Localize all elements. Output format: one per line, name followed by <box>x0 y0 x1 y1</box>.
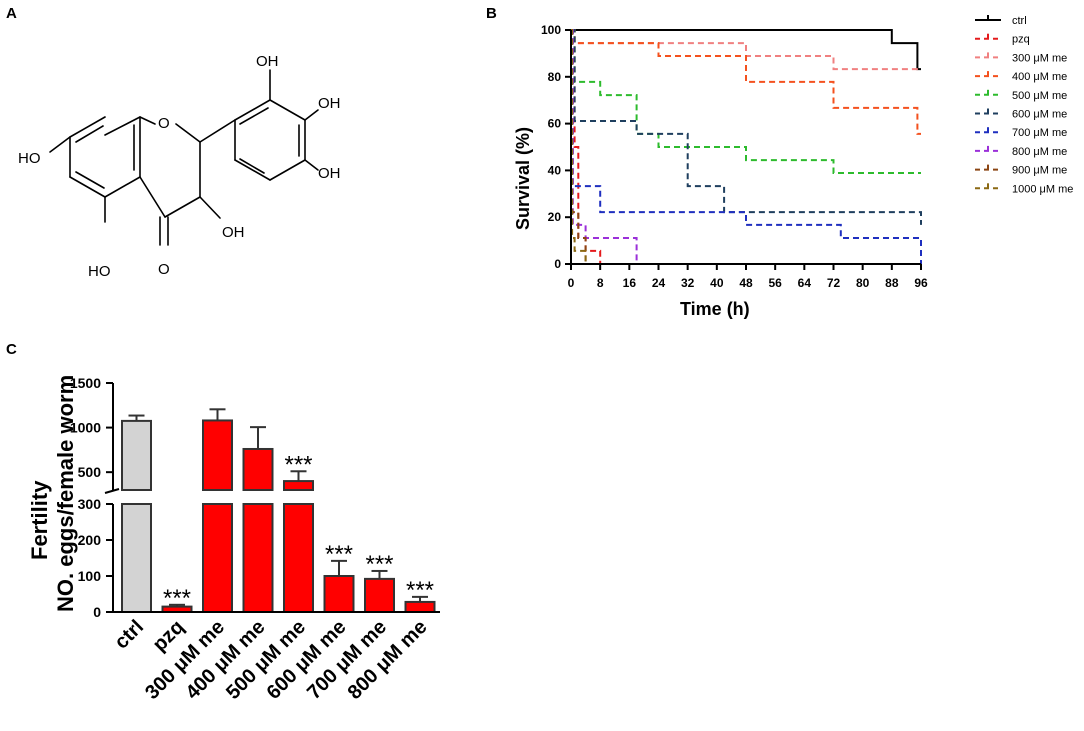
fertility-y-tick-label: 1500 <box>70 375 101 391</box>
category-label-ctrl: ctrl <box>110 616 148 654</box>
fertility-y-axis-title-line1: Fertility <box>27 480 52 560</box>
legend-label-1000-um-me: 1000 μM me <box>1012 183 1073 195</box>
axis-break-mark <box>104 488 120 494</box>
significance-800-um-me: *** <box>406 577 434 604</box>
survival-x-tick-label: 80 <box>856 276 870 290</box>
survival-series-500-um-me <box>571 29 921 174</box>
legend-label-700-um-me: 700 μM me <box>1012 127 1067 139</box>
survival-x-tick-label: 88 <box>885 276 899 290</box>
ring-oxygen-label: O <box>158 115 170 132</box>
survival-x-tick-label: 96 <box>914 276 928 290</box>
bar-700-um-me <box>364 577 395 614</box>
survival-series-1000-um-me <box>571 29 587 264</box>
oh-c3-label: OH <box>222 224 245 241</box>
oh-top-label: OH <box>256 53 279 70</box>
survival-y-tick-label: 20 <box>548 210 562 224</box>
dihydromyricetin-structure <box>49 69 319 246</box>
significance-700-um-me: *** <box>365 551 393 578</box>
legend-label-900-um-me: 900 μM me <box>1012 165 1067 177</box>
bar-ctrl-upper <box>121 419 152 492</box>
survival-x-tick-label: 48 <box>739 276 753 290</box>
bar-ctrl-lower <box>121 503 152 613</box>
survival-series-600-um-me <box>571 29 922 225</box>
bar-300-um-me-lower <box>202 503 233 613</box>
survival-y-tick-label: 80 <box>548 70 562 84</box>
survival-x-tick-label: 0 <box>568 276 575 290</box>
panel-b: B 0 8 16 24 32 40 48 56 64 72 80 88 96 0 20 40 60 80 100 T… <box>486 5 1073 319</box>
survival-y-tick-label: 0 <box>554 257 561 271</box>
legend-label-600-um-me: 600 μM me <box>1012 109 1067 121</box>
survival-series-800-um-me <box>571 29 638 264</box>
survival-series-ctrl <box>571 29 921 71</box>
survival-y-axis-title: Survival (%) <box>513 127 533 230</box>
survival-y-tick-label: 40 <box>548 163 562 177</box>
survival-x-tick-label: 56 <box>768 276 782 290</box>
fertility-y-tick-label: 200 <box>78 532 102 548</box>
panel-b-label: B <box>486 5 497 22</box>
fertility-y-tick-label: 0 <box>93 604 101 620</box>
survival-series-300-um-me <box>571 29 921 71</box>
survival-y-tick-label: 100 <box>541 23 561 37</box>
oh-right-upper-label: OH <box>318 95 341 112</box>
fertility-y-tick-label: 100 <box>78 568 102 584</box>
survival-x-axis-title: Time (h) <box>680 299 750 319</box>
oh-left-label: HO <box>18 150 41 167</box>
legend-label-800-um-me: 800 μM me <box>1012 146 1067 158</box>
fertility-y-tick-label: 1000 <box>70 420 101 436</box>
bar-300-um-me-upper <box>202 419 233 492</box>
oh-right-lower-label: OH <box>318 165 341 182</box>
fertility-y-tick-label: 300 <box>78 496 102 512</box>
legend-label-ctrl: ctrl <box>1012 15 1027 27</box>
fertility-y-axis-title-line2: NO. eggs/female worm <box>53 375 78 612</box>
fertility-y-tick-label: 500 <box>78 464 102 480</box>
panel-a: A <box>6 5 341 280</box>
bar-500-um-me-upper <box>283 480 314 492</box>
carbonyl-oxygen-label: O <box>158 261 170 278</box>
survival-x-tick-label: 32 <box>681 276 695 290</box>
bar-500-um-me-lower <box>283 503 314 613</box>
panel-c-label: C <box>6 341 17 358</box>
survival-legend: ctrl pzq 300 μM me 400 μM me 500 μM me 600 μM… <box>975 15 1073 195</box>
survival-y-tick-label: 60 <box>548 117 562 131</box>
survival-series-group <box>571 29 922 264</box>
legend-label-400-um-me: 400 μM me <box>1012 71 1067 83</box>
bar-400-um-me-upper <box>242 447 274 492</box>
panel-a-label: A <box>6 5 17 22</box>
survival-x-tick-label: 40 <box>710 276 724 290</box>
survival-x-tick-label: 8 <box>597 276 604 290</box>
significance-600-um-me: *** <box>325 541 353 568</box>
significance-500-um-me: *** <box>284 451 312 478</box>
bar-600-um-me <box>323 575 355 613</box>
survival-ticks-group: 0 8 16 24 32 40 48 56 64 72 80 88 96 0 20 40 60 80 100 <box>541 23 928 290</box>
fertility-axes-group: 0 100 200 300 500 1000 1500 <box>70 375 440 620</box>
survival-x-tick-label: 64 <box>798 276 812 290</box>
bar-400-um-me-lower <box>242 503 274 613</box>
oh-bottom-label: HO <box>88 263 111 280</box>
survival-x-tick-label: 24 <box>652 276 666 290</box>
legend-label-300-um-me: 300 μM me <box>1012 52 1067 64</box>
legend-label-pzq: pzq <box>1012 34 1030 46</box>
significance-pzq: *** <box>163 585 191 612</box>
survival-x-tick-label: 16 <box>623 276 637 290</box>
survival-x-tick-label: 72 <box>827 276 841 290</box>
legend-label-500-um-me: 500 μM me <box>1012 90 1067 102</box>
